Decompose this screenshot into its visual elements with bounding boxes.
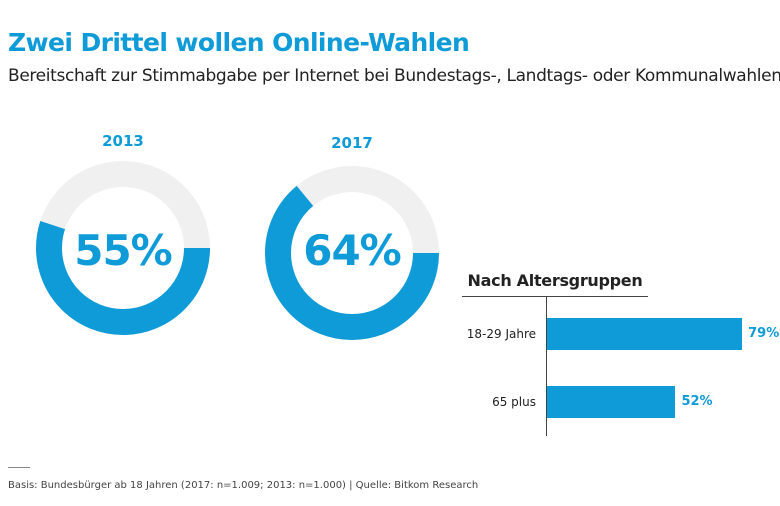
footer-rule (8, 467, 30, 468)
chart-subtitle: Bereitschaft zur Stimmabgabe per Interne… (8, 66, 780, 86)
bar-label-65-plus: 65 plus (492, 395, 536, 409)
bar-value-18-29: 79% (748, 326, 780, 341)
age-chart-axis (546, 296, 547, 436)
age-chart-title: Nach Altersgruppen (467, 271, 643, 290)
bar-value-65-plus: 52% (681, 394, 713, 409)
source-note: Basis: Bundesbürger ab 18 Jahren (2017: … (8, 480, 479, 491)
donut-2017-year-label: 2017 (331, 134, 373, 152)
bar-label-18-29: 18-29 Jahre (466, 327, 536, 341)
donut-2013 (36, 161, 210, 335)
donut-2013-value-label: 55% (74, 226, 173, 275)
donut-2013-year-label: 2013 (102, 132, 144, 150)
chart-title: Zwei Drittel wollen Online-Wahlen (8, 28, 470, 57)
age-chart-title-rule (462, 296, 648, 297)
donut-2017-value-label: 64% (303, 226, 402, 275)
bar-65-plus (547, 386, 676, 418)
donut-value-arc (265, 166, 439, 340)
donut-value-arc (36, 161, 210, 335)
donut-2017 (265, 166, 439, 340)
bar-18-29 (547, 318, 743, 350)
